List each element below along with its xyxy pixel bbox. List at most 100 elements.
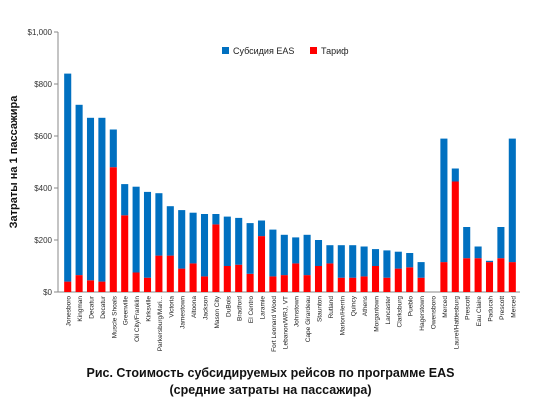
bar-segment-subsidy <box>280 234 288 276</box>
x-tick-label: Jamestown <box>180 296 187 329</box>
bar-segment-fare <box>451 181 459 292</box>
x-tick-label: Rutland <box>328 296 335 319</box>
x-tick-label: Bradford <box>237 296 244 321</box>
bar-segment-subsidy <box>474 246 482 259</box>
bar-segment-fare <box>485 262 494 292</box>
bar-segment-fare <box>292 263 300 292</box>
x-tick-label: Decatur <box>100 295 107 319</box>
x-tick-label: Prescott <box>465 296 472 320</box>
x-tick-label: Merced <box>442 296 449 318</box>
x-tick-label: Mason City <box>214 295 221 328</box>
x-tick-label: Laramie <box>260 296 267 320</box>
bar-segment-subsidy <box>292 237 300 264</box>
bar-segment-subsidy <box>121 184 129 216</box>
bar-segment-subsidy <box>383 250 391 278</box>
y-ticks: $0 $200 $400 $600 $800 $1,000 <box>28 28 58 297</box>
x-tick-label: Altoona <box>191 296 198 318</box>
x-tick-labels: Jonesboro Kingman Decatur Decatur Muscle Sho… <box>66 295 518 352</box>
bar-segment-subsidy <box>406 253 414 268</box>
bar-segment-fare <box>200 276 209 292</box>
bar-segment-subsidy <box>508 138 516 263</box>
bar-segment-fare <box>497 258 505 292</box>
x-tick-label: Morgantown <box>374 296 381 332</box>
x-tick-label: El Centro <box>248 296 255 323</box>
bar-segment-fare <box>349 277 357 292</box>
y-tick-label: $200 <box>34 236 52 245</box>
bar-segment-fare <box>155 255 163 292</box>
bar-segment-fare <box>212 224 220 292</box>
bar-segment-subsidy <box>132 186 140 273</box>
bar-segment-subsidy <box>223 216 231 266</box>
bar-segment-fare <box>406 267 414 292</box>
y-tick-label: $400 <box>34 184 52 193</box>
bar-segment-subsidy <box>497 227 505 259</box>
bar-segment-fare <box>474 258 482 292</box>
x-tick-label: Owensboro <box>431 296 438 330</box>
bar-segment-fare <box>109 167 117 292</box>
bar-segment-subsidy <box>451 168 459 182</box>
bar-segment-fare <box>121 215 129 292</box>
bar-segment-fare <box>223 266 231 292</box>
x-tick-label: Staunton <box>317 296 324 322</box>
bar-segment-fare <box>394 268 402 292</box>
x-tick-label: Pueblo <box>408 296 415 317</box>
x-tick-label: Quincy <box>351 295 358 316</box>
figure-caption-subtitle: (средние затраты на пассажира) <box>169 383 372 397</box>
x-tick-label: Lancaster <box>385 295 392 324</box>
bar-segment-subsidy <box>417 262 425 278</box>
bar-segment-fare <box>189 263 197 292</box>
bar-segment-fare <box>440 262 448 292</box>
bar-segment-subsidy <box>86 117 95 281</box>
x-tick-label: Prescott <box>499 296 506 320</box>
bar-segment-fare <box>75 275 83 292</box>
bar-segment-fare <box>246 273 254 292</box>
bar-segment-subsidy <box>269 229 277 277</box>
bar-segment-subsidy <box>75 104 83 276</box>
x-tick-label: Muscle Shoals <box>111 295 118 338</box>
bar-segment-fare <box>383 277 391 292</box>
bar-segment-fare <box>326 263 334 292</box>
x-tick-label: Jonesboro <box>66 296 73 327</box>
legend-swatch-subsidy <box>222 47 229 54</box>
x-tick-label: Oil City/Franklin <box>134 296 141 342</box>
bar-segment-fare <box>303 275 311 292</box>
x-tick-label: Athens <box>362 295 369 316</box>
legend: Субсидия EAS Тариф <box>222 46 349 56</box>
bar-segment-fare <box>86 280 95 292</box>
x-tick-label: Jackson <box>203 296 210 320</box>
figure-caption-title: Рис. Стоимость субсидируемых рейсов по п… <box>86 366 455 380</box>
bar-segment-subsidy <box>360 246 368 277</box>
bar-segment-fare <box>257 236 266 292</box>
bar-segment-subsidy <box>246 223 254 274</box>
bar-segment-subsidy <box>349 245 357 278</box>
bar-segment-subsidy <box>326 245 334 264</box>
y-tick-label: $0 <box>43 288 52 297</box>
x-tick-label: Parkersburg/Mari... <box>157 296 164 351</box>
bar-segment-subsidy <box>189 212 197 264</box>
bar-segment-subsidy <box>337 245 345 278</box>
x-tick-label: Laurel/Hattiesburg <box>453 296 460 349</box>
bar-segment-subsidy <box>109 129 117 168</box>
bar-segment-subsidy <box>463 227 471 259</box>
bar-segment-subsidy <box>257 220 266 237</box>
x-tick-label: Merced <box>510 296 517 318</box>
bar-segment-fare <box>463 258 471 292</box>
bar-segment-fare <box>371 266 380 292</box>
bar-segment-fare <box>166 255 174 292</box>
y-axis-label: Затраты на 1 пассажира <box>8 95 20 229</box>
bar-segment-fare <box>132 272 140 292</box>
bar-segment-subsidy <box>143 191 152 278</box>
bar-segment-fare <box>314 266 323 292</box>
x-tick-label: Hagerstown <box>419 296 426 331</box>
bar-segment-subsidy <box>212 214 220 225</box>
bar-segment-fare <box>98 281 106 292</box>
x-tick-label: Clarksburg <box>396 296 403 328</box>
y-tick-label: $1,000 <box>28 28 53 37</box>
x-tick-label: DuBois <box>225 295 232 317</box>
x-tick-label: Cape Girardeau <box>305 296 312 343</box>
bar-segment-subsidy <box>235 217 243 265</box>
x-tick-label: Paducah <box>488 296 495 322</box>
x-tick-label: Decatur <box>89 295 96 319</box>
x-tick-label: Kirksville <box>146 296 153 322</box>
legend-label-subsidy: Субсидия EAS <box>233 46 294 56</box>
